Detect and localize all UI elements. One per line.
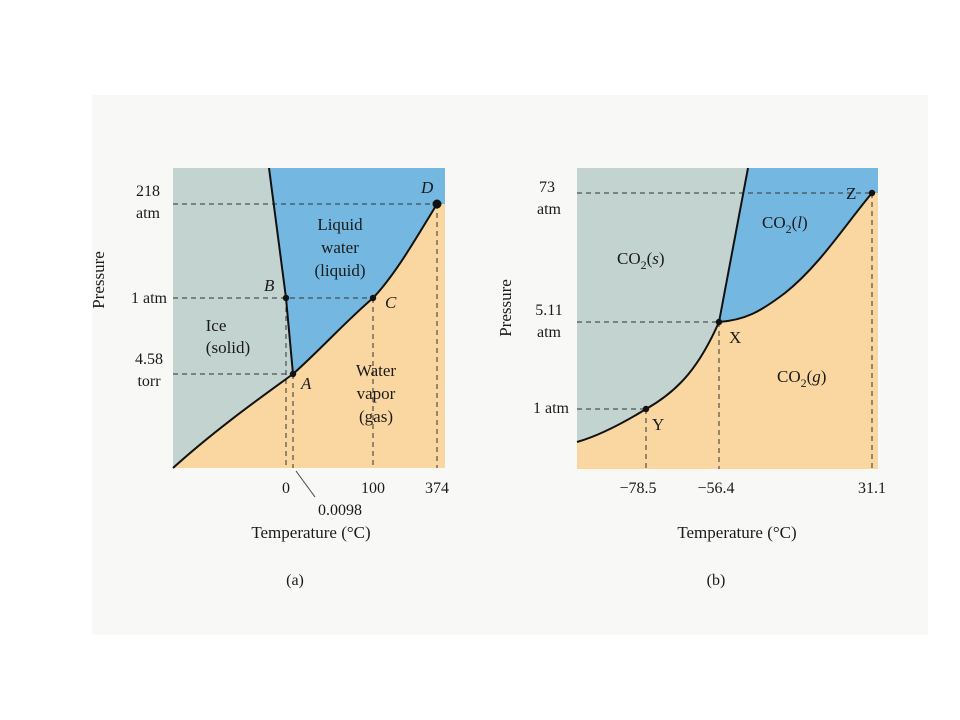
co2-solid-phase-symbol: s [652,249,659,268]
water-phase-diagram: A B C D Ice (solid) Liquid water (liquid… [89,167,449,589]
water-label-B: B [264,276,275,295]
water-label-C: C [385,293,397,312]
water-guide-lines [173,203,438,468]
water-point-C [369,294,377,302]
co2-solid-subscript: 2 [641,258,647,272]
co2-ytick-5.11: 5.11 [535,302,562,319]
co2-y-axis-title: Pressure [496,279,515,337]
water-region-liquid-line3: (liquid) [315,261,366,280]
co2-liquid-formula: CO [762,213,786,232]
water-region-liquid-line2: water [321,238,359,257]
co2-gas-phase-symbol: g [812,367,821,386]
water-point-B [282,294,290,302]
co2-guide-lines [577,192,873,469]
water-label-A: A [300,374,312,393]
co2-region-solid: CO2(s) [617,249,665,272]
water-caption: (a) [286,572,304,589]
co2-solid-formula: CO [617,249,641,268]
co2-label-Z: Z [846,184,856,203]
water-x-axis-title: Temperature (°C) [251,523,370,542]
water-ytick-4.58-unit: torr [137,373,161,390]
co2-ytick-5.11-unit: atm [537,324,562,341]
co2-xtick-minus78.5: −78.5 [619,480,656,497]
co2-solid-region [577,168,748,442]
co2-liquid-phase-symbol: l [797,213,802,232]
water-region-gas-line3: (gas) [359,407,393,426]
water-sublimation-curve [172,373,294,469]
water-ytick-218-unit: atm [136,205,161,222]
co2-point-Y [642,405,650,413]
co2-liquid-close-paren: ) [802,213,808,232]
co2-caption: (b) [707,572,726,589]
co2-liquid-region [719,168,878,322]
co2-liquid-open-paren: ( [792,213,798,232]
water-liquid-region [269,168,445,374]
co2-ytick-1atm: 1 atm [533,400,570,417]
co2-ytick-73-unit: atm [537,201,562,218]
co2-region-liquid: CO2(l) [762,213,808,236]
water-ytick-4.58: 4.58 [135,351,163,368]
co2-solid-open-paren: ( [647,249,653,268]
water-region-liquid-line1: Liquid [317,215,363,234]
co2-phase-diagram: X Y Z CO2(s) CO2(l) CO2(g) 73 atm 5.11 a… [496,167,886,589]
co2-x-axis-title: Temperature (°C) [677,523,796,542]
co2-region-gas: CO2(g) [777,367,826,390]
co2-gas-subscript: 2 [801,376,807,390]
co2-xtick-31.1: 31.1 [858,480,886,497]
co2-melting-curve [718,167,749,323]
water-xtick-374: 374 [425,480,449,497]
water-y-axis-title: Pressure [89,251,108,309]
co2-solid-close-paren: ) [659,249,665,268]
water-xtick-0.0098: 0.0098 [318,502,362,519]
water-point-A [289,370,297,378]
co2-point-Z [868,189,876,197]
co2-gas-formula: CO [777,367,801,386]
water-0.0098-leader [295,470,316,498]
water-xtick-100: 100 [361,480,385,497]
co2-gas-open-paren: ( [807,367,813,386]
co2-label-Y: Y [652,415,664,434]
water-solid-region [173,168,293,468]
co2-liquid-subscript: 2 [786,222,792,236]
water-region-gas-line2: vapor [357,384,396,403]
water-region-gas-line1: Water [356,361,396,380]
co2-label-X: X [729,328,741,347]
co2-ytick-73: 73 [539,179,555,196]
water-label-D: D [420,178,434,197]
water-ytick-218: 218 [136,183,160,200]
co2-vaporization-curve [718,192,873,323]
water-region-solid-line2: (solid) [206,338,250,357]
water-region-solid-line1: Ice [206,316,227,335]
co2-gas-close-paren: ) [821,367,827,386]
water-ytick-1atm: 1 atm [131,290,168,307]
co2-xtick-minus56.4: −56.4 [697,480,734,497]
water-point-D [432,199,442,209]
co2-point-X [715,318,723,326]
water-xtick-0: 0 [282,480,290,497]
